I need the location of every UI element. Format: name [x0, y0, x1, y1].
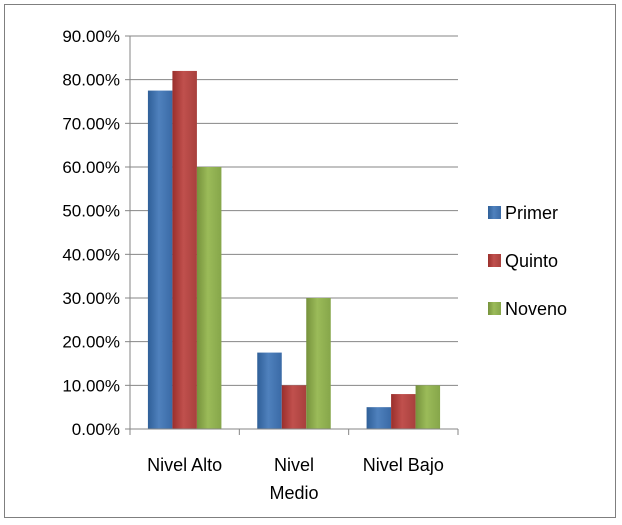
- bar-quinto: [391, 394, 416, 429]
- y-tick-label: 80.00%: [62, 71, 120, 90]
- legend-label-noveno: Noveno: [505, 299, 567, 319]
- y-tick-label: 60.00%: [62, 158, 120, 177]
- x-category-label: Nivel: [274, 455, 314, 475]
- y-tick-labels: 0.00% 10.00% 20.00% 30.00% 40.00% 50.00% 60.00…: [62, 27, 120, 439]
- y-tick-label: 10.00%: [62, 376, 120, 395]
- x-tick-labels: Nivel Alto Nivel Medio Nivel Bajo: [147, 455, 444, 503]
- legend-swatch-quinto: [488, 254, 501, 267]
- bar-noveno: [196, 167, 222, 429]
- chart-frame: [4, 4, 616, 518]
- bar-quinto: [172, 70, 197, 429]
- y-tick-label: 70.00%: [62, 114, 120, 133]
- bar-noveno: [306, 298, 331, 429]
- y-tick-label: 40.00%: [62, 245, 120, 264]
- bar-primer: [366, 407, 392, 429]
- y-tick-label: 90.00%: [62, 27, 120, 46]
- legend-label-primer: Primer: [505, 203, 558, 223]
- y-tick-label: 0.00%: [72, 420, 120, 439]
- bars: [147, 70, 441, 429]
- bar-noveno: [415, 385, 441, 429]
- y-tick-label: 50.00%: [62, 202, 120, 221]
- bar-primer: [257, 352, 282, 429]
- legend-label-quinto: Quinto: [505, 251, 558, 271]
- legend-swatch-noveno: [488, 302, 501, 315]
- legend: Primer Quinto Noveno: [488, 203, 567, 319]
- y-tick-label: 30.00%: [62, 289, 120, 308]
- bar-primer: [147, 90, 173, 429]
- bar-quinto: [281, 385, 307, 429]
- x-category-label: Medio: [269, 483, 318, 503]
- axes: [125, 35, 459, 435]
- x-category-label: Nivel Bajo: [363, 455, 444, 475]
- y-tick-label: 20.00%: [62, 333, 120, 352]
- x-category-label: Nivel Alto: [147, 455, 222, 475]
- legend-swatch-primer: [488, 206, 501, 219]
